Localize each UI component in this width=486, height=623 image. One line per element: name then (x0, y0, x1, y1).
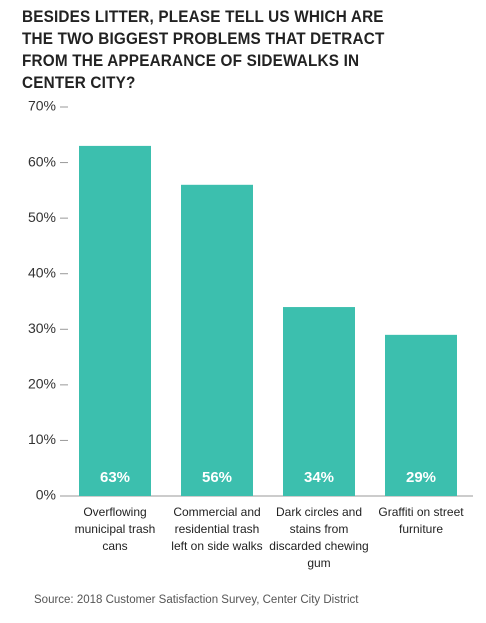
x-tick-label: Overflowing municipal trash cans (74, 505, 156, 553)
value-label: 29% (406, 469, 436, 486)
y-tick-label: 50% (28, 209, 56, 225)
bar (181, 184, 253, 497)
bar (385, 334, 457, 496)
y-tick-label: 10% (28, 431, 56, 447)
y-tick-label: 70% (28, 98, 56, 114)
value-label: 34% (304, 469, 334, 486)
y-tick-label: 40% (28, 264, 56, 280)
bar (283, 307, 355, 496)
chart-title: BESIDES LITTER, PLEASE TELL US WHICH ARE… (22, 7, 385, 92)
y-tick-label: 60% (28, 153, 56, 169)
y-tick-label: 0% (36, 487, 56, 503)
y-tick-label: 20% (28, 376, 56, 392)
value-label: 56% (202, 469, 232, 486)
bar (79, 145, 151, 496)
x-tick-label: Dark circles and stains from discarded c… (269, 505, 369, 570)
y-tick-label: 30% (28, 320, 56, 336)
source: Source: 2018 Customer Satisfaction Surve… (34, 594, 359, 606)
value-label: 63% (100, 469, 130, 486)
x-tick-label: Commercial and residential trash left on… (171, 505, 263, 553)
x-tick-label: Graffiti on street furniture (378, 505, 464, 536)
